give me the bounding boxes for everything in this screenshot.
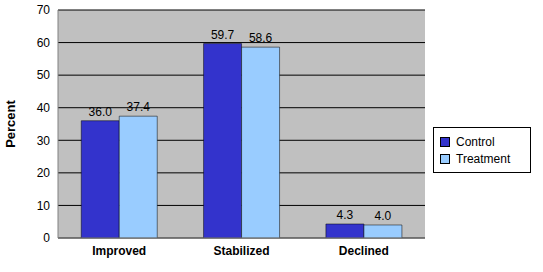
svg-text:36.0: 36.0 [89, 105, 113, 119]
html-text:Control: Control [456, 134, 495, 149]
svg-text:4.3: 4.3 [337, 208, 354, 222]
svg-text:50: 50 [37, 68, 51, 82]
svg-text:20: 20 [37, 166, 51, 180]
svg-text:Percent: Percent [8, 99, 18, 147]
svg-text:37.4: 37.4 [127, 100, 151, 114]
svg-text:Improved: Improved [92, 244, 146, 258]
svg-text:10: 10 [37, 199, 51, 213]
svg-text:70: 70 [37, 3, 51, 17]
svg-text:0: 0 [43, 231, 50, 245]
svg-text:30: 30 [37, 134, 51, 148]
svg-text:Declined: Declined [339, 244, 389, 258]
html-text:Treatment: Treatment [456, 151, 511, 166]
svg-text:59.7: 59.7 [211, 28, 235, 42]
svg-text:58.6: 58.6 [249, 31, 273, 45]
svg-text:4.0: 4.0 [375, 209, 392, 223]
svg-text:Stabilized: Stabilized [213, 244, 269, 258]
svg-text:60: 60 [37, 36, 51, 50]
svg-text:40: 40 [37, 101, 51, 115]
